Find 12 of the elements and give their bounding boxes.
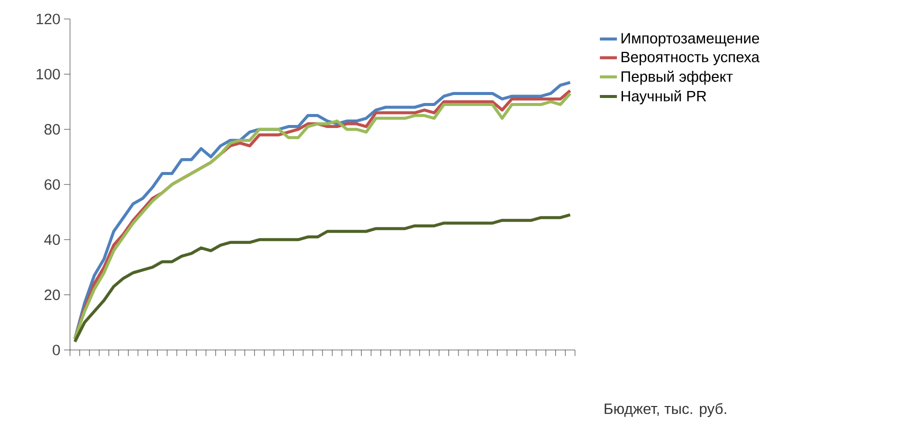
y-tick-label: 100	[36, 68, 60, 80]
x-axis-title: Бюджет, тыс. руб.	[604, 402, 726, 418]
y-tick-label: 0	[52, 344, 60, 356]
legend-label: Импортозамещение	[622, 33, 760, 46]
y-tick-label: 20	[44, 290, 60, 300]
y-tick-label: 60	[44, 179, 60, 190]
legend-label: Научный PR	[622, 90, 706, 104]
y-tick-label: 120	[36, 14, 60, 24]
y-tick-label: 80	[44, 124, 60, 135]
y-tick-label: 40	[44, 234, 60, 245]
legend-label: Вероятность успеха	[622, 52, 760, 66]
legend-label: Первый эффект	[622, 70, 733, 85]
